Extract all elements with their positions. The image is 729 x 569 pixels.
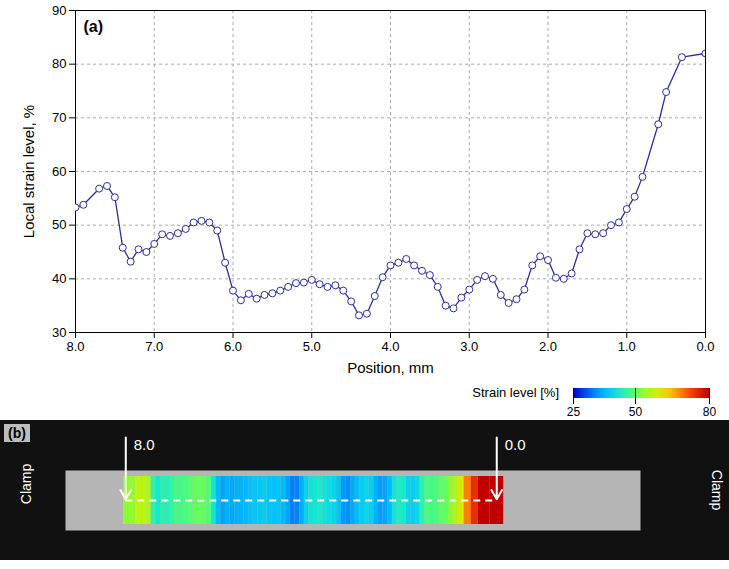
svg-text:25: 25 [567,405,581,419]
svg-text:2.0: 2.0 [539,339,557,354]
svg-text:Position, mm: Position, mm [347,359,434,376]
html-text:Clamp: Clamp [18,463,34,505]
svg-text:8.0: 8.0 [66,339,84,354]
svg-text:1.0: 1.0 [618,339,636,354]
svg-text:5.0: 5.0 [303,339,321,354]
svg-text:6.0: 6.0 [224,339,242,354]
svg-text:80: 80 [703,405,717,419]
svg-text:70: 70 [52,110,66,125]
html-text:Clamp: Clamp [708,469,725,511]
svg-text:30: 30 [52,325,66,340]
svg-text:50: 50 [629,405,643,419]
svg-text:50: 50 [52,217,66,232]
html-text:(b): (b) [8,425,26,441]
svg-text:(a): (a) [84,18,104,35]
svg-text:3.0: 3.0 [460,339,478,354]
svg-text:60: 60 [52,164,66,179]
svg-text:90: 90 [52,3,66,18]
svg-text:80: 80 [52,56,66,71]
html-text:Strain level [%]: Strain level [%] [472,385,559,400]
svg-text:4.0: 4.0 [381,339,399,354]
svg-text:0.0: 0.0 [696,339,714,354]
svg-text:0.0: 0.0 [505,436,526,453]
svg-text:7.0: 7.0 [145,339,163,354]
svg-text:Local strain level, %: Local strain level, % [20,105,37,238]
svg-text:8.0: 8.0 [134,436,155,453]
svg-text:40: 40 [52,271,66,286]
